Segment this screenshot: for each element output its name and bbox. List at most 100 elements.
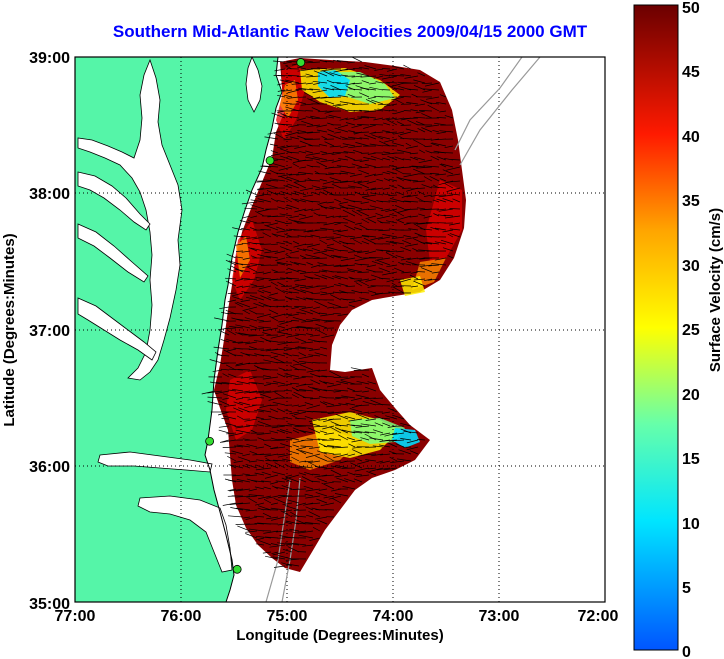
velocity-vector (310, 208, 321, 212)
colorbar-tick-label: 20 (682, 387, 700, 404)
velocity-vector (215, 390, 230, 394)
velocity-vector (293, 243, 307, 248)
velocity-vector (311, 117, 328, 120)
velocity-vector (420, 267, 433, 273)
velocity-vector (284, 131, 300, 137)
velocity-vector (316, 124, 328, 128)
velocity-vector (403, 173, 419, 178)
velocity-vector (330, 254, 342, 259)
velocity-vector (315, 329, 328, 336)
velocity-vector (417, 72, 426, 77)
velocity-vector (339, 206, 356, 210)
velocity-vector (284, 94, 293, 98)
velocity-vector (329, 438, 342, 441)
velocity-vector (394, 98, 405, 105)
velocity-vector (286, 436, 300, 441)
velocity-vector (401, 262, 412, 266)
velocity-vector (229, 464, 244, 469)
velocity-vector (436, 156, 447, 161)
velocity-vector (425, 150, 433, 154)
velocity-vector (413, 280, 426, 287)
velocity-vector (358, 169, 370, 175)
velocity-vector (257, 187, 265, 190)
velocity-vector (415, 121, 426, 126)
colorbar-tick-label: 45 (682, 64, 700, 81)
velocity-vector (400, 124, 412, 126)
velocity-vector (297, 117, 307, 121)
velocity-vector (391, 142, 405, 147)
velocity-vector (280, 510, 293, 518)
velocity-vector (332, 103, 342, 107)
velocity-vector (377, 108, 391, 112)
velocity-vector (227, 292, 237, 294)
velocity-vector (389, 439, 405, 442)
velocity-vector (253, 271, 265, 274)
velocity-vector (313, 425, 328, 428)
velocity-vector (299, 479, 307, 483)
velocity-vector (371, 134, 384, 140)
velocity-vector (333, 376, 349, 378)
velocity-vector (289, 136, 300, 140)
velocity-vector (295, 100, 307, 105)
velocity-vector (391, 282, 398, 287)
velocity-vector (291, 197, 300, 203)
velocity-vector (270, 351, 286, 357)
velocity-vector (270, 152, 286, 156)
velocity-vector (446, 180, 461, 183)
velocity-vector (263, 530, 279, 534)
velocity-vector (232, 341, 244, 343)
velocity-vector (334, 427, 349, 434)
colorbar-tick-label: 40 (682, 129, 700, 146)
velocity-vector (360, 437, 370, 441)
velocity-vector (434, 138, 447, 141)
velocity-vector (288, 124, 300, 128)
velocity-vector (394, 156, 405, 161)
velocity-vector (334, 222, 342, 226)
velocity-vector (287, 450, 300, 455)
velocity-vector (264, 136, 279, 140)
velocity-vector (337, 106, 349, 112)
velocity-vector (292, 163, 300, 168)
velocity-vector (386, 170, 398, 175)
velocity-vector (305, 243, 314, 246)
velocity-vector (236, 318, 251, 322)
velocity-vector (416, 271, 426, 273)
velocity-vector (382, 171, 391, 175)
velocity-vector (327, 411, 342, 414)
velocity-vector (258, 326, 272, 329)
velocity-vector (336, 380, 349, 385)
velocity-vector (347, 268, 363, 273)
station-marker (296, 58, 306, 67)
velocity-vector (421, 82, 433, 85)
velocity-vector (429, 175, 440, 182)
velocity-vector (430, 142, 440, 147)
velocity-vector (338, 204, 349, 210)
velocity-vector (250, 327, 265, 331)
velocity-vector (270, 437, 279, 441)
velocity-vector (242, 464, 251, 469)
velocity-vector (278, 555, 293, 560)
velocity-vector (283, 348, 293, 352)
velocity-vector (262, 332, 272, 336)
velocity-vector (253, 339, 265, 343)
velocity-vector (358, 66, 370, 70)
velocity-vector (436, 117, 447, 119)
velocity-vector (240, 351, 251, 357)
velocity-vector (294, 180, 307, 183)
velocity-vector (324, 432, 335, 435)
velocity-vector (344, 224, 356, 231)
velocity-vector (303, 485, 314, 490)
velocity-vector (273, 60, 286, 63)
velocity-vector (317, 262, 328, 266)
velocity-vector (313, 70, 328, 77)
velocity-vector (373, 173, 384, 176)
velocity-vector (319, 191, 328, 196)
velocity-vector (276, 261, 293, 266)
velocity-vector (321, 482, 335, 490)
velocity-vector (406, 439, 419, 444)
velocity-vector (360, 201, 370, 204)
velocity-vector (209, 381, 223, 385)
velocity-vector (284, 313, 293, 316)
velocity-vector (339, 101, 356, 105)
velocity-vector (307, 98, 321, 105)
